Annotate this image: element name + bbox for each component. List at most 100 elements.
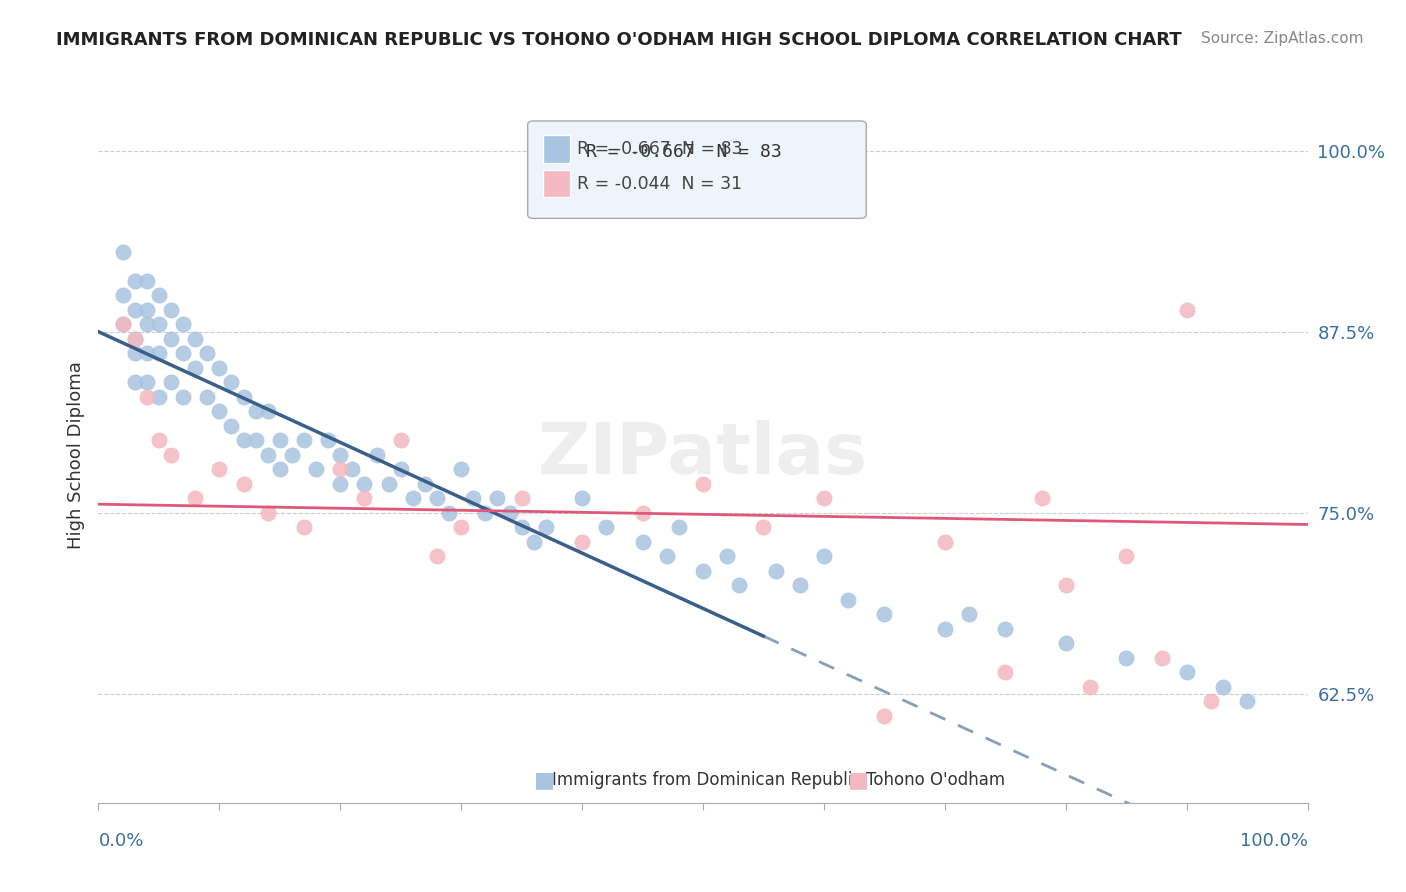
Point [437, 506, 460, 520]
Point [111, 288, 134, 302]
Point [450, 462, 472, 476]
Point [124, 332, 146, 346]
Point [655, 549, 678, 564]
Point [1078, 680, 1101, 694]
Point [208, 361, 231, 376]
Point [135, 303, 157, 318]
Point [316, 434, 339, 448]
Text: 0.0%: 0.0% [98, 832, 143, 850]
Point [208, 404, 231, 418]
Point [716, 549, 738, 564]
Point [232, 434, 254, 448]
Point [1152, 651, 1174, 665]
Point [934, 622, 956, 636]
Point [1175, 665, 1198, 680]
Point [353, 491, 375, 506]
Point [111, 244, 134, 259]
Point [510, 491, 533, 506]
Point [184, 361, 207, 376]
Text: Tohono O'odham: Tohono O'odham [866, 771, 1005, 789]
Point [668, 520, 690, 534]
Point [1175, 303, 1198, 318]
Point [148, 288, 170, 302]
Point [148, 390, 170, 404]
Point [172, 346, 194, 360]
Point [994, 622, 1017, 636]
Text: R = -0.667  N = 83: R = -0.667 N = 83 [586, 144, 782, 161]
Point [172, 318, 194, 332]
Point [184, 332, 207, 346]
Point [873, 709, 896, 723]
Point [389, 462, 412, 476]
Point [474, 506, 496, 520]
Point [111, 318, 134, 332]
Text: R = -0.044  N = 31: R = -0.044 N = 31 [578, 175, 742, 193]
Text: R = -0.667  N = 83: R = -0.667 N = 83 [578, 140, 742, 158]
Point [245, 434, 267, 448]
Point [148, 346, 170, 360]
Point [195, 346, 218, 360]
Point [135, 346, 157, 360]
Point [256, 448, 278, 462]
Text: ■: ■ [848, 770, 869, 789]
Point [1054, 636, 1077, 650]
Point [523, 535, 546, 549]
Point [402, 491, 425, 506]
Point [873, 607, 896, 622]
Point [124, 303, 146, 318]
Point [353, 477, 375, 491]
Bar [543, 169, 569, 197]
Point [571, 491, 593, 506]
Point [1199, 694, 1222, 708]
Point [631, 535, 654, 549]
Point [571, 535, 593, 549]
Point [1115, 651, 1137, 665]
Text: 100.0%: 100.0% [1240, 832, 1308, 850]
Point [837, 593, 859, 607]
Point [148, 318, 170, 332]
Point [765, 564, 787, 578]
Text: IMMIGRANTS FROM DOMINICAN REPUBLIC VS TOHONO O'ODHAM HIGH SCHOOL DIPLOMA CORRELA: IMMIGRANTS FROM DOMINICAN REPUBLIC VS TO… [56, 31, 1182, 49]
Text: Immigrants from Dominican Republic: Immigrants from Dominican Republic [553, 771, 862, 789]
Point [329, 462, 352, 476]
Point [111, 318, 134, 332]
Point [160, 303, 183, 318]
Point [221, 419, 243, 434]
Point [160, 448, 183, 462]
Point [269, 434, 291, 448]
Point [377, 477, 399, 491]
Text: Source: ZipAtlas.com: Source: ZipAtlas.com [1201, 31, 1364, 46]
Text: ■: ■ [534, 770, 555, 789]
Point [281, 448, 304, 462]
Bar [543, 135, 569, 162]
Point [934, 535, 956, 549]
Point [957, 607, 980, 622]
Point [426, 491, 449, 506]
Point [1212, 680, 1234, 694]
Point [450, 520, 472, 534]
Point [426, 549, 449, 564]
Point [148, 434, 170, 448]
Point [256, 506, 278, 520]
Point [342, 462, 364, 476]
Point [728, 578, 751, 592]
Point [135, 376, 157, 390]
Point [510, 520, 533, 534]
Point [329, 448, 352, 462]
Point [124, 376, 146, 390]
Point [752, 520, 775, 534]
Point [329, 477, 352, 491]
Point [160, 376, 183, 390]
Y-axis label: High School Diploma: High School Diploma [66, 361, 84, 549]
Point [486, 491, 509, 506]
Point [463, 491, 485, 506]
Point [124, 332, 146, 346]
Point [692, 564, 714, 578]
Point [208, 462, 231, 476]
Point [366, 448, 388, 462]
Point [813, 491, 835, 506]
Point [994, 665, 1017, 680]
Point [292, 434, 315, 448]
Point [292, 520, 315, 534]
Point [124, 346, 146, 360]
